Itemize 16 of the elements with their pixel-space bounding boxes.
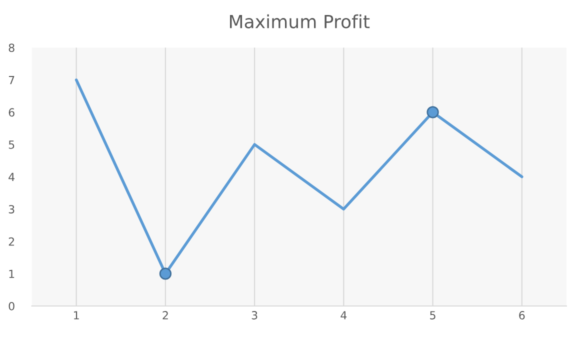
y-tick-label: 0 [8,302,14,310]
x-tick-label: 4 [340,311,347,320]
y-tick-label: 4 [8,172,14,182]
y-tick-label: 1 [9,270,14,278]
chart-title: Maximum Profit [230,14,370,28]
y-tick-label: 8 [8,44,14,52]
y-tick-label: 5 [8,140,14,149]
y-tick-label: 3 [8,205,14,214]
y-tick-label: 7 [8,76,14,84]
x-tick-label: 5 [430,311,436,320]
x-tick-label: 2 [162,311,168,320]
x-tick-label: 6 [519,311,525,320]
y-tick-label: 6 [8,108,14,117]
y-tick-label: 2 [8,237,14,246]
x-tick-label: 1 [74,311,79,320]
x-tick-label: 3 [252,311,258,320]
